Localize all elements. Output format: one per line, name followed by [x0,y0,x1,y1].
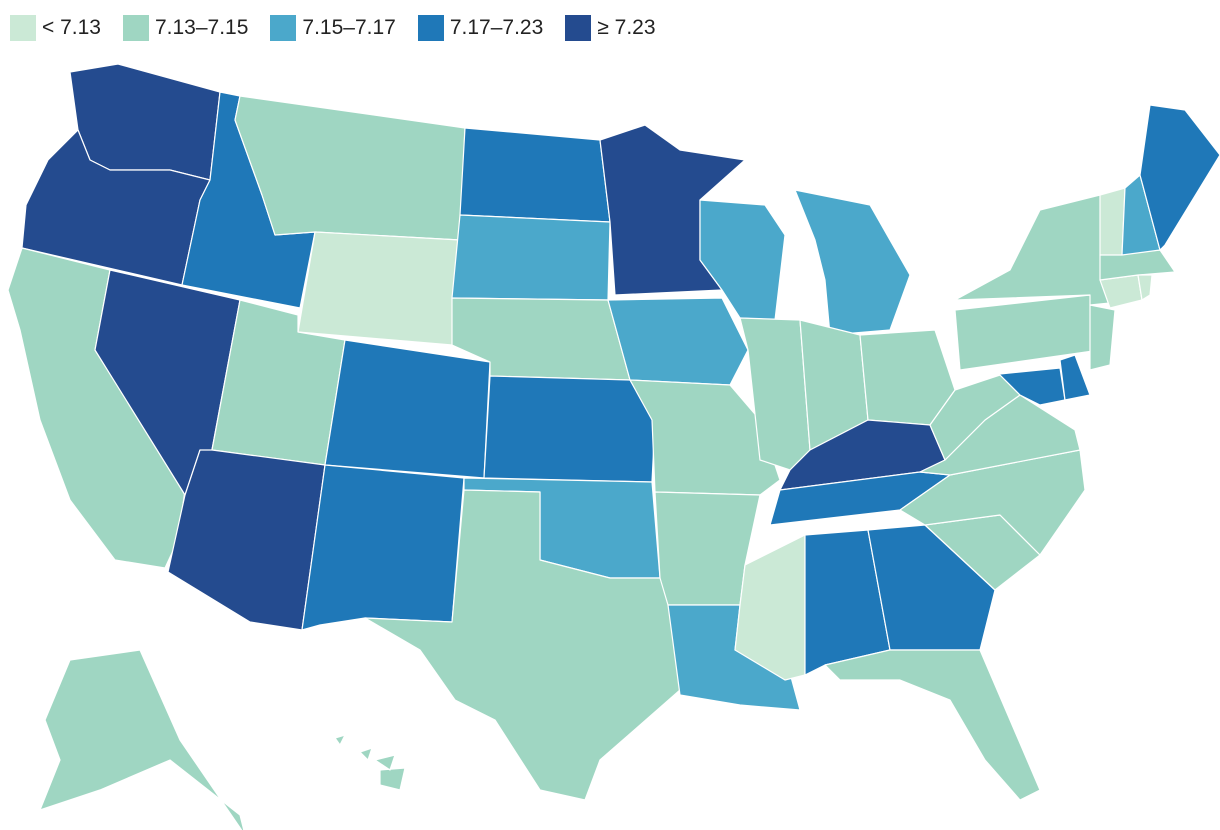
legend-swatch [122,15,149,41]
state-PA[interactable] [954,294,1101,371]
legend-label: 7.15–7.17 [302,16,396,39]
state-ND[interactable] [459,127,611,223]
state-MI[interactable] [794,189,911,336]
state-KS[interactable] [483,375,656,483]
legend: < 7.13 7.13–7.15 7.15–7.17 7.17–7.23 ≥ 7… [10,10,678,46]
legend-item-7-17-7-23[interactable]: 7.17–7.23 [417,15,544,41]
state-NM[interactable] [301,464,465,631]
state-RI[interactable] [1137,274,1153,301]
legend-swatch [565,15,592,41]
legend-label: ≥ 7.23 [597,16,656,39]
legend-item-gte-7-23[interactable]: ≥ 7.23 [565,15,656,41]
state-AK[interactable] [39,649,245,830]
legend-label: 7.13–7.15 [154,16,249,39]
legend-swatch [417,15,444,41]
state-MT[interactable] [234,95,466,241]
state-GA[interactable] [867,524,996,651]
legend-swatch [10,15,36,41]
state-MD[interactable] [989,367,1066,406]
legend-label: < 7.13 [42,16,101,39]
state-FL[interactable] [824,649,1041,801]
legend-swatch [270,15,297,41]
legend-item-7-15-7-17[interactable]: 7.15–7.17 [270,15,396,41]
state-WY[interactable] [297,231,461,346]
state-DE[interactable] [1059,354,1091,401]
legend-label: 7.17–7.23 [449,16,544,39]
state-VT[interactable] [1099,187,1126,256]
state-IA[interactable] [607,297,749,386]
state-NJ[interactable] [1089,304,1116,371]
state-AZ[interactable] [167,449,326,631]
state-ME[interactable] [1139,104,1220,251]
state-CO[interactable] [324,339,491,479]
state-MO[interactable] [629,379,781,496]
state-HI[interactable] [334,734,406,791]
legend-item-7-13-7-15[interactable]: 7.13–7.15 [122,15,249,41]
state-TX[interactable] [364,489,681,801]
state-SD[interactable] [451,214,611,301]
legend-item-lt-7-13[interactable]: < 7.13 [10,15,101,41]
